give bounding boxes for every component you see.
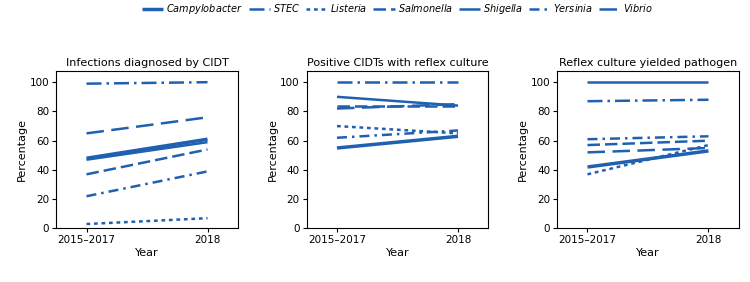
Y-axis label: Percentage: Percentage (17, 118, 27, 181)
Legend: $\it{Campylobacter}$, $\it{STEC}$, $\it{Listeria}$, $\it{Salmonella}$, $\it{Shig: $\it{Campylobacter}$, $\it{STEC}$, $\it{… (142, 2, 653, 16)
Title: Reflex culture yielded pathogen: Reflex culture yielded pathogen (559, 58, 737, 68)
X-axis label: Year: Year (135, 248, 159, 258)
Title: Infections diagnosed by CIDT: Infections diagnosed by CIDT (66, 58, 229, 68)
Y-axis label: Percentage: Percentage (518, 118, 528, 181)
Y-axis label: Percentage: Percentage (268, 118, 278, 181)
X-axis label: Year: Year (636, 248, 660, 258)
X-axis label: Year: Year (386, 248, 410, 258)
Title: Positive CIDTs with reflex culture: Positive CIDTs with reflex culture (307, 58, 488, 68)
